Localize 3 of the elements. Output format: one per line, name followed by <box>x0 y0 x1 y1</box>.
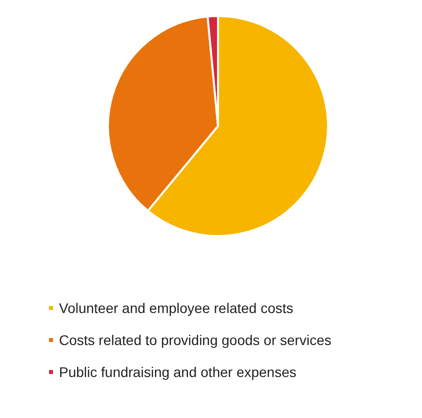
legend-label: Public fundraising and other expenses <box>59 364 296 380</box>
legend-label: Costs related to providing goods or services <box>59 332 332 348</box>
legend-label: Volunteer and employee related costs <box>59 300 294 316</box>
